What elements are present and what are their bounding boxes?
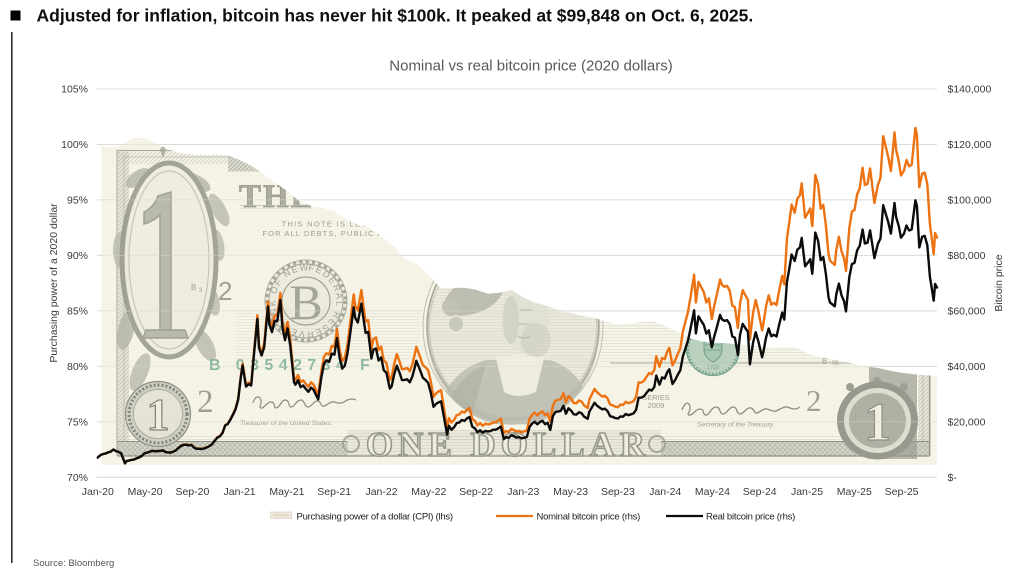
svg-text:Secretary of the Treasury.: Secretary of the Treasury. (697, 422, 775, 429)
svg-text:Sep-24: Sep-24 (743, 486, 777, 498)
svg-text:2: 2 (197, 384, 214, 420)
svg-text:Nominal bitcoin price (rhs): Nominal bitcoin price (rhs) (537, 511, 641, 522)
svg-text:Sep-23: Sep-23 (601, 486, 635, 498)
svg-text:Sep-25: Sep-25 (885, 486, 919, 498)
svg-text:Purchasing power of a 2020 dol: Purchasing power of a 2020 dollar (48, 203, 60, 363)
svg-text:95: 95 (832, 361, 839, 367)
svg-text:May-20: May-20 (128, 486, 163, 498)
svg-text:SERIES: SERIES (642, 393, 670, 402)
svg-text:Jan-22: Jan-22 (365, 486, 397, 498)
svg-text:Adjusted for inflation, bitcoi: Adjusted for inflation, bitcoin has neve… (37, 6, 754, 26)
svg-text:Source: Bloomberg: Source: Bloomberg (33, 558, 114, 569)
svg-text:Sep-22: Sep-22 (459, 486, 493, 498)
svg-text:Treasurer of the United States: Treasurer of the United States. (240, 420, 333, 427)
svg-text:Jan-21: Jan-21 (224, 486, 256, 498)
svg-text:THIS NOTE IS LEGAL: THIS NOTE IS LEGAL (282, 220, 381, 229)
svg-text:2: 2 (218, 276, 232, 306)
svg-text:85%: 85% (67, 306, 88, 318)
svg-text:80%: 80% (67, 361, 88, 373)
svg-text:THE UNITED STATES: THE UNITED STATES (239, 179, 609, 215)
svg-text:May-25: May-25 (837, 486, 872, 498)
svg-text:$120,000: $120,000 (948, 139, 992, 151)
svg-text:$60,000: $60,000 (948, 306, 986, 318)
svg-text:$100,000: $100,000 (948, 195, 992, 207)
svg-text:May-21: May-21 (269, 486, 304, 498)
svg-text:105%: 105% (61, 84, 88, 96)
svg-text:Bitcoin price: Bitcoin price (993, 254, 1005, 311)
svg-text:Sep-21: Sep-21 (317, 486, 351, 498)
svg-text:2: 2 (806, 383, 822, 418)
svg-text:100%: 100% (61, 139, 88, 151)
svg-text:75%: 75% (67, 416, 88, 428)
svg-text:3: 3 (199, 288, 203, 294)
svg-text:Sep-20: Sep-20 (175, 486, 209, 498)
svg-text:95%: 95% (67, 195, 88, 207)
svg-text:Jan-23: Jan-23 (507, 486, 539, 498)
svg-text:May-24: May-24 (695, 486, 730, 498)
svg-text:B: B (191, 283, 196, 292)
svg-text:$-: $- (948, 472, 958, 484)
svg-text:Nominal vs real bitcoin price: Nominal vs real bitcoin price (2020 doll… (389, 58, 672, 75)
svg-text:May-22: May-22 (411, 486, 446, 498)
svg-text:1789: 1789 (707, 365, 719, 371)
svg-text:90%: 90% (67, 250, 88, 262)
svg-text:Jan-25: Jan-25 (791, 486, 823, 498)
svg-text:$20,000: $20,000 (948, 416, 986, 428)
svg-text:70%: 70% (67, 472, 88, 484)
svg-text:1: 1 (147, 389, 170, 440)
svg-text:Jan-24: Jan-24 (649, 486, 681, 498)
svg-text:2009: 2009 (648, 401, 665, 410)
svg-text:Jan-20: Jan-20 (82, 486, 114, 498)
svg-text:$80,000: $80,000 (948, 250, 986, 262)
svg-text:Purchasing power of a dollar (: Purchasing power of a dollar (CPI) (lhs) (297, 511, 453, 522)
svg-text:FOR ALL DEBTS, PUBLIC AND: FOR ALL DEBTS, PUBLIC AND (263, 229, 397, 238)
svg-text:$40,000: $40,000 (948, 361, 986, 373)
svg-text:$140,000: $140,000 (948, 84, 992, 96)
svg-text:Real bitcoin price (rhs): Real bitcoin price (rhs) (706, 511, 795, 522)
svg-text:May-23: May-23 (553, 486, 588, 498)
